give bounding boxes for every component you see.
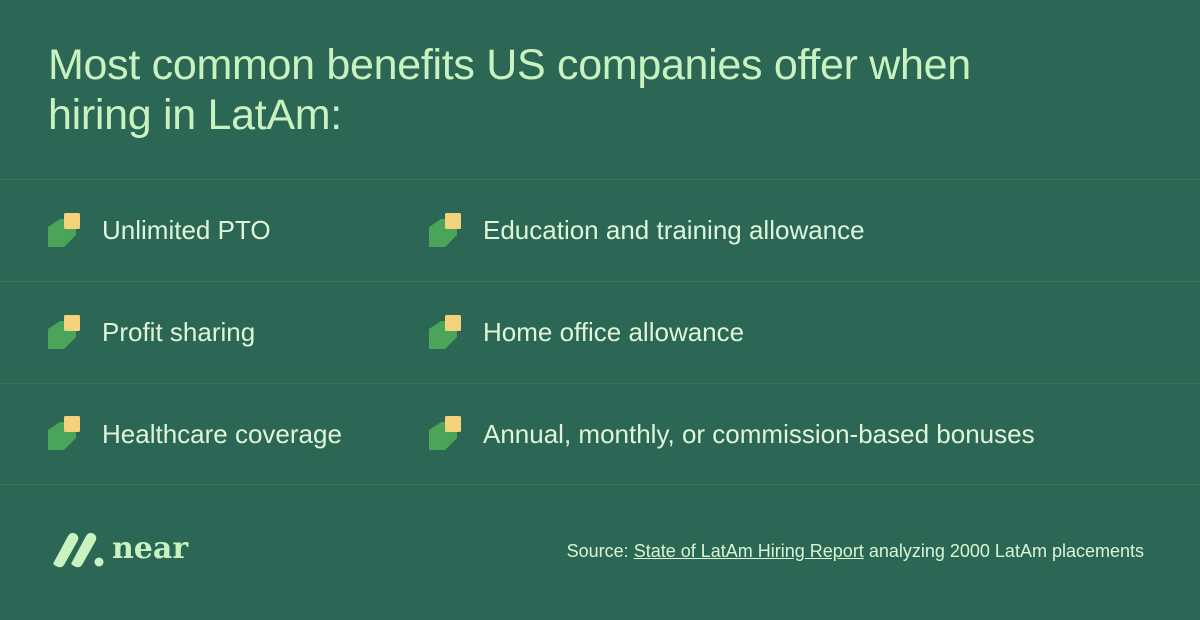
- benefit-text: Education and training allowance: [483, 215, 865, 245]
- source-suffix: analyzing 2000 LatAm placements: [868, 541, 1144, 561]
- benefit-item: Healthcare coverage: [0, 383, 429, 485]
- bullet-icon: [48, 314, 80, 349]
- benefit-item: Profit sharing: [0, 281, 429, 383]
- title: Most common benefits US companies offer …: [48, 41, 971, 139]
- bullet-icon: [48, 416, 80, 450]
- logo: near: [48, 528, 188, 568]
- benefit-item: Education and training allowance: [429, 179, 1200, 281]
- source-link[interactable]: State of LatAm Hiring Report: [633, 541, 864, 561]
- benefit-text: Unlimited PTO: [102, 215, 271, 245]
- benefit-text: Annual, monthly, or commission-based bon…: [483, 418, 1035, 449]
- bullet-icon: [429, 212, 461, 247]
- bullet-icon: [429, 314, 461, 349]
- benefit-item: Home office allowance: [429, 281, 1200, 383]
- benefit-text: Home office allowance: [483, 317, 745, 347]
- benefit-grid: Unlimited PTO Education and training allo…: [0, 179, 1200, 485]
- benefit-item: Unlimited PTO: [0, 179, 429, 281]
- benefit-text: Profit sharing: [102, 317, 256, 347]
- bullet-icon: [429, 416, 461, 450]
- source-prefix: Source:: [566, 541, 629, 561]
- logo-mark: [53, 532, 104, 568]
- bullet-icon: [48, 212, 80, 247]
- benefit-item: Annual, monthly, or commission-based bon…: [429, 383, 1200, 485]
- source: Source: State of LatAm Hiring Report ana…: [567, 541, 1144, 562]
- benefit-text: Healthcare coverage: [102, 418, 342, 449]
- logo-text: near: [112, 530, 189, 566]
